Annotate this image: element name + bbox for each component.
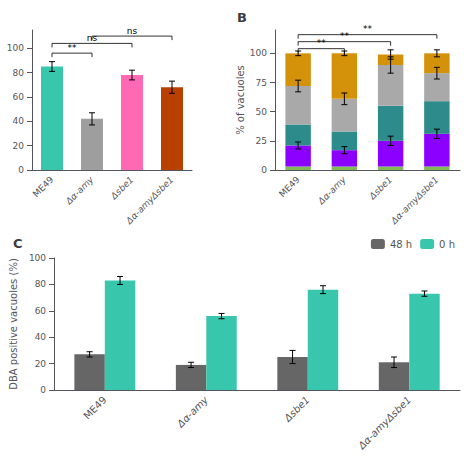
svg-text:25: 25 xyxy=(256,136,267,146)
svg-text:60: 60 xyxy=(35,306,47,316)
svg-text:Δsbe1: Δsbe1 xyxy=(108,174,135,201)
svg-text:C: C xyxy=(13,236,23,251)
svg-text:**: ** xyxy=(340,31,350,41)
svg-text:80: 80 xyxy=(13,68,25,78)
svg-text:20: 20 xyxy=(13,141,25,151)
svg-text:Δsbe1: Δsbe1 xyxy=(281,394,311,424)
svg-text:B: B xyxy=(237,10,247,25)
svg-text:ME49: ME49 xyxy=(277,174,302,199)
svg-text:48 h: 48 h xyxy=(390,239,412,250)
svg-text:20: 20 xyxy=(35,359,47,369)
svg-text:ME49: ME49 xyxy=(81,394,108,421)
svg-text:**: ** xyxy=(68,43,78,53)
svg-text:60: 60 xyxy=(13,92,25,102)
svg-text:Δα-amy: Δα-amy xyxy=(174,393,211,430)
svg-text:0: 0 xyxy=(261,165,267,175)
svg-text:40: 40 xyxy=(35,332,47,342)
svg-text:80: 80 xyxy=(35,279,47,289)
svg-text:0 h: 0 h xyxy=(439,239,455,250)
svg-text:40: 40 xyxy=(13,116,25,126)
svg-text:100: 100 xyxy=(29,253,46,263)
svg-text:% of vacuoles: % of vacuoles xyxy=(235,65,246,135)
svg-text:0: 0 xyxy=(18,165,24,175)
svg-text:**: ** xyxy=(317,38,327,48)
svg-text:Δα-amy: Δα-amy xyxy=(63,174,96,207)
svg-text:Δα-amyΔsbe1: Δα-amyΔsbe1 xyxy=(123,174,175,226)
svg-text:100: 100 xyxy=(7,43,24,53)
svg-text:100: 100 xyxy=(250,48,267,58)
svg-text:ns: ns xyxy=(86,32,98,43)
svg-text:50: 50 xyxy=(256,107,268,117)
svg-text:ns: ns xyxy=(127,26,138,36)
svg-text:Δα-amyΔsbe1: Δα-amyΔsbe1 xyxy=(355,394,413,452)
svg-text:**: ** xyxy=(363,24,373,34)
svg-text:0: 0 xyxy=(40,385,46,395)
svg-text:75: 75 xyxy=(256,78,267,88)
svg-text:ME49: ME49 xyxy=(31,174,56,199)
svg-text:Δα-amyΔsbe1: Δα-amyΔsbe1 xyxy=(388,174,440,226)
svg-text:Δsbe1: Δsbe1 xyxy=(367,174,394,201)
svg-text:Δα-amy: Δα-amy xyxy=(315,174,348,207)
svg-text:DBA positive vacuoles (%): DBA positive vacuoles (%) xyxy=(8,258,19,390)
